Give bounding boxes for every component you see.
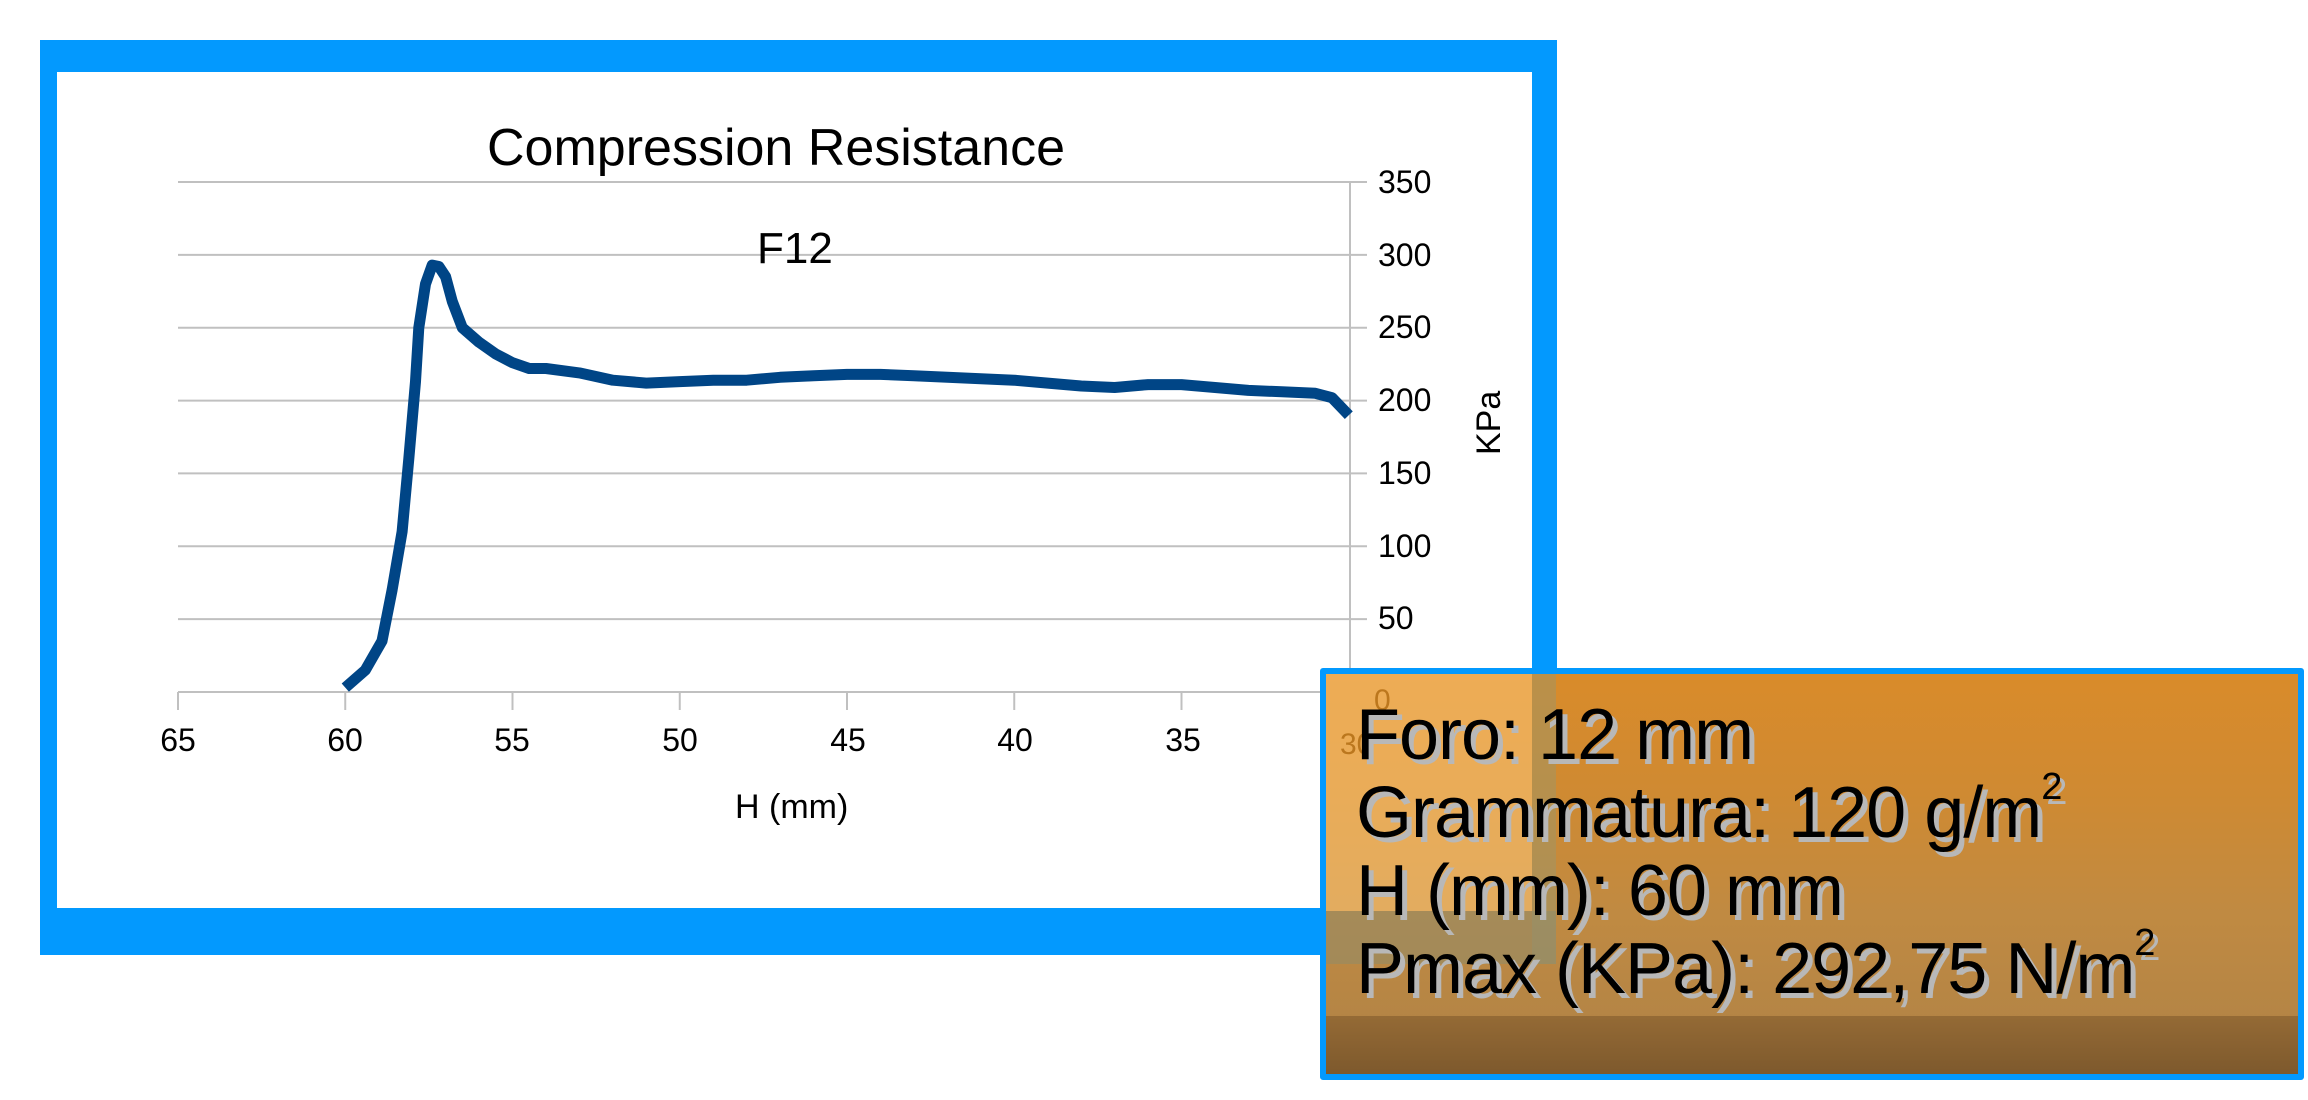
info-grammatura: Grammatura: 120 g/m2 <box>1356 766 2062 853</box>
x-tick-label: 40 <box>997 722 1033 758</box>
x-tick-label: 55 <box>494 722 530 758</box>
overlay-tint <box>1326 911 1556 964</box>
chart-frame-bottom <box>40 908 1340 955</box>
x-tick-label: 60 <box>327 722 363 758</box>
x-tick-label: 50 <box>662 722 698 758</box>
info-overlay: 30 0 Foro: 12 mm Grammatura: 120 g/m2 H … <box>1320 668 2304 1080</box>
y-tick-label: 300 <box>1378 237 1432 273</box>
x-tick-label: 45 <box>830 722 866 758</box>
chart-subtitle: F12 <box>757 224 833 273</box>
info-pmax: Pmax (KPa): 292,75 N/m2 <box>1356 922 2155 1009</box>
info-foro: Foro: 12 mm <box>1356 695 1754 775</box>
x-axis-label: H (mm) <box>735 788 849 826</box>
y-tick-label: 250 <box>1378 309 1432 345</box>
y-tick-label: 100 <box>1378 528 1432 564</box>
chart-area <box>57 72 1532 908</box>
gridlines <box>178 181 1367 621</box>
y-axis-label: KPa <box>1470 390 1508 455</box>
info-height: H (mm): 60 mm <box>1356 851 1844 931</box>
overlay-bottom-band <box>1326 1016 2298 1074</box>
chart-frame-right <box>1532 40 1557 668</box>
y-tick-label: 50 <box>1378 600 1414 636</box>
y-tick-label: 150 <box>1378 455 1432 491</box>
ghost-y-tick-0: 0 <box>1374 684 1391 717</box>
series-line-f12 <box>341 259 1353 692</box>
chart-frame-left <box>40 40 57 955</box>
x-tick-label: 65 <box>160 722 196 758</box>
x-tick-label: 35 <box>1165 722 1201 758</box>
chart-frame-top <box>40 40 1557 72</box>
chart-title: Compression Resistance <box>487 119 1066 177</box>
y-tick-label: 350 <box>1378 164 1432 200</box>
ghost-x-tick-30: 30 <box>1340 728 1374 761</box>
y-tick-label: 200 <box>1378 382 1432 418</box>
overlay-tint <box>1326 674 1532 911</box>
